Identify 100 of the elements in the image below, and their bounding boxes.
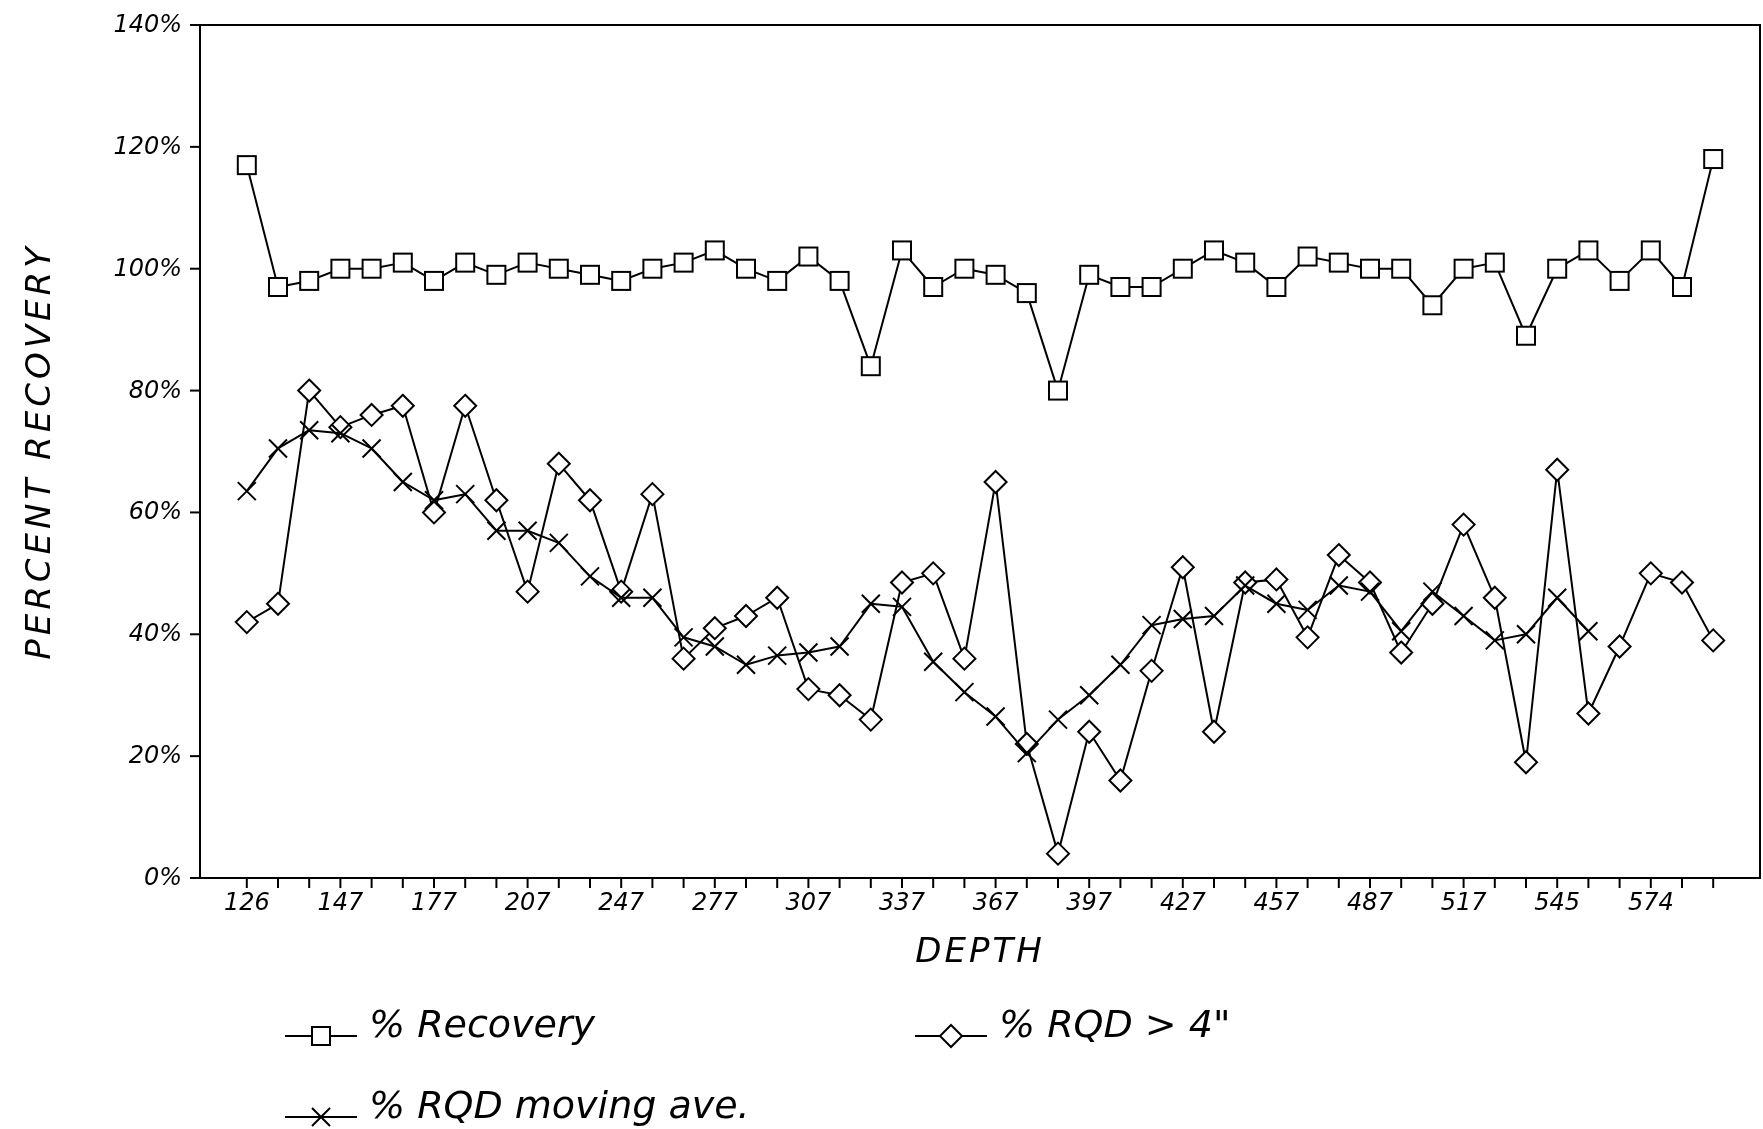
point (1516, 624, 1536, 645)
point (734, 604, 758, 629)
x-tick-label: 307 (785, 888, 833, 916)
point (1391, 258, 1412, 279)
point (1360, 258, 1380, 279)
point (299, 270, 320, 291)
point (1516, 325, 1536, 346)
point (1609, 270, 1630, 291)
point (1110, 654, 1131, 675)
x-tick-label: 397 (1066, 888, 1113, 916)
y-axis-title: PERCENT RECOVERY (18, 243, 58, 660)
point (736, 258, 756, 279)
point (455, 252, 476, 273)
y-tick-label: 20% (128, 741, 182, 770)
point (642, 258, 663, 279)
point (1046, 841, 1070, 866)
point (548, 258, 569, 279)
point (546, 451, 571, 476)
point (1453, 258, 1474, 279)
point (1326, 543, 1351, 568)
point (1079, 685, 1100, 706)
y-tick-label: 80% (128, 375, 182, 404)
point (1048, 380, 1068, 401)
y-tick-label: 100% (113, 253, 182, 282)
point (1514, 750, 1538, 775)
x-tick-label: 277 (691, 888, 739, 916)
point (736, 654, 756, 675)
point (548, 532, 569, 553)
point (330, 258, 351, 279)
point (1389, 640, 1414, 665)
x-tick-label: 337 (879, 888, 926, 916)
point (578, 488, 602, 513)
point (642, 587, 663, 608)
point (923, 651, 944, 672)
point (892, 240, 912, 261)
point (268, 438, 288, 459)
point (1077, 719, 1102, 744)
point (1235, 252, 1256, 273)
point (702, 616, 727, 641)
point (1672, 276, 1692, 297)
point (767, 645, 788, 666)
point (860, 356, 881, 377)
point (860, 593, 881, 614)
point (1607, 634, 1632, 659)
point (517, 520, 538, 541)
point (1079, 264, 1100, 285)
point (829, 270, 850, 291)
point (1578, 240, 1599, 261)
x-tick-label: 574 (1627, 888, 1674, 916)
point (1204, 240, 1224, 261)
point (798, 246, 819, 267)
point (983, 469, 1008, 494)
point (486, 520, 507, 541)
x-tick-label: 517 (1440, 888, 1488, 916)
point (952, 646, 977, 671)
point (268, 276, 288, 297)
point (392, 471, 413, 492)
point (1578, 621, 1599, 642)
point (299, 420, 320, 441)
point (892, 596, 912, 617)
legend-label: % RQD > 4" (999, 1001, 1231, 1046)
point (297, 378, 322, 403)
point (1451, 512, 1476, 537)
point (1141, 276, 1162, 297)
x-tick-label: 427 (1159, 888, 1207, 916)
point (1295, 625, 1320, 650)
point (1202, 719, 1226, 744)
x-tick-label: 207 (504, 888, 552, 916)
point (767, 270, 788, 291)
point (1701, 628, 1726, 653)
point (829, 636, 850, 657)
point (359, 402, 384, 427)
point (1547, 258, 1568, 279)
point (798, 642, 819, 663)
point (1576, 701, 1601, 726)
point (1266, 276, 1287, 297)
point (673, 627, 694, 648)
point (236, 481, 257, 502)
point (1703, 149, 1724, 170)
point (1422, 581, 1443, 602)
point (985, 264, 1006, 285)
point (827, 683, 852, 708)
y-tick-label: 0% (143, 863, 182, 891)
point (234, 610, 259, 635)
point (1048, 709, 1068, 730)
point (361, 438, 382, 459)
point (704, 240, 725, 261)
point (1264, 567, 1289, 592)
point (640, 482, 665, 507)
point (266, 591, 290, 616)
point (1170, 555, 1195, 580)
point (455, 484, 476, 505)
point (611, 270, 632, 291)
x-axis-title: DEPTH (915, 930, 1045, 970)
point (1108, 768, 1133, 793)
point (515, 579, 540, 604)
point (1204, 606, 1224, 627)
point (954, 258, 975, 279)
y-tick-label: 40% (128, 619, 182, 648)
point (361, 258, 382, 279)
